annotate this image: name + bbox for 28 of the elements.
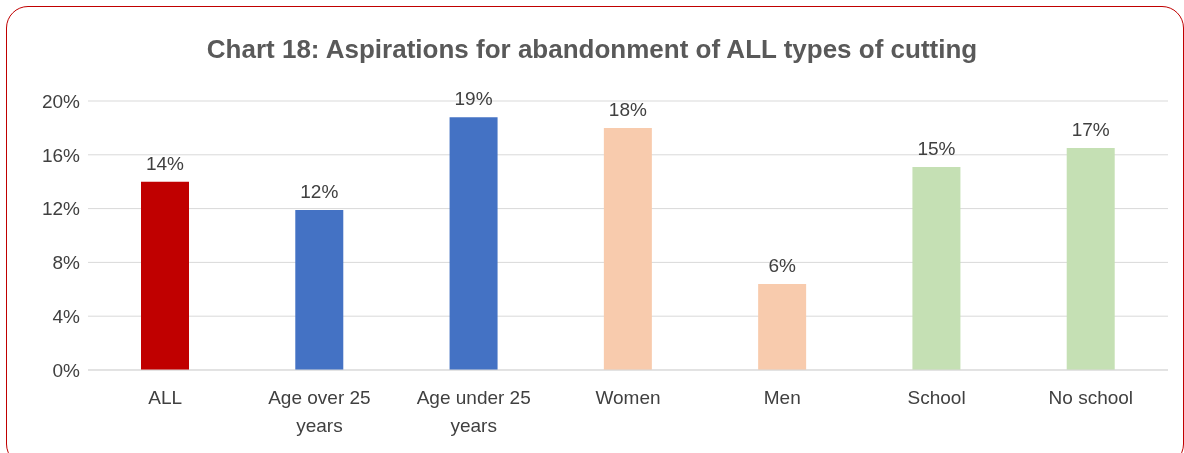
bar <box>603 127 652 370</box>
x-tick-label: Age over 25 years <box>268 387 371 436</box>
x-tick-label: ALL <box>148 387 183 408</box>
bar <box>758 283 807 370</box>
bar <box>1066 148 1115 370</box>
data-label: 19% <box>454 88 493 110</box>
x-tick-label: Age under 25 years <box>416 387 531 436</box>
y-tick-label: 4% <box>52 305 81 327</box>
x-tick-label: School <box>907 387 966 408</box>
data-label: 18% <box>608 98 647 120</box>
data-label: 14% <box>145 152 185 174</box>
y-tick-label: 8% <box>52 252 81 274</box>
y-tick-label: 16% <box>41 144 81 166</box>
y-tick-label: 20% <box>41 90 81 112</box>
x-tick-label: Men <box>763 387 801 408</box>
y-tick-label: 12% <box>41 198 81 220</box>
bar <box>449 117 498 370</box>
data-label: 15% <box>917 137 956 159</box>
data-label: 17% <box>1071 119 1110 141</box>
bar <box>295 209 344 370</box>
bar <box>912 166 961 370</box>
chart-title: Chart 18: Aspirations for abandonment of ALL types of cutting <box>205 34 979 65</box>
data-label: 6% <box>768 254 796 276</box>
bar <box>141 181 189 370</box>
x-tick-label: Women <box>595 387 661 408</box>
data-label: 12% <box>300 180 339 202</box>
y-tick-label: 0% <box>52 359 81 381</box>
x-tick-label: No school <box>1048 387 1134 408</box>
